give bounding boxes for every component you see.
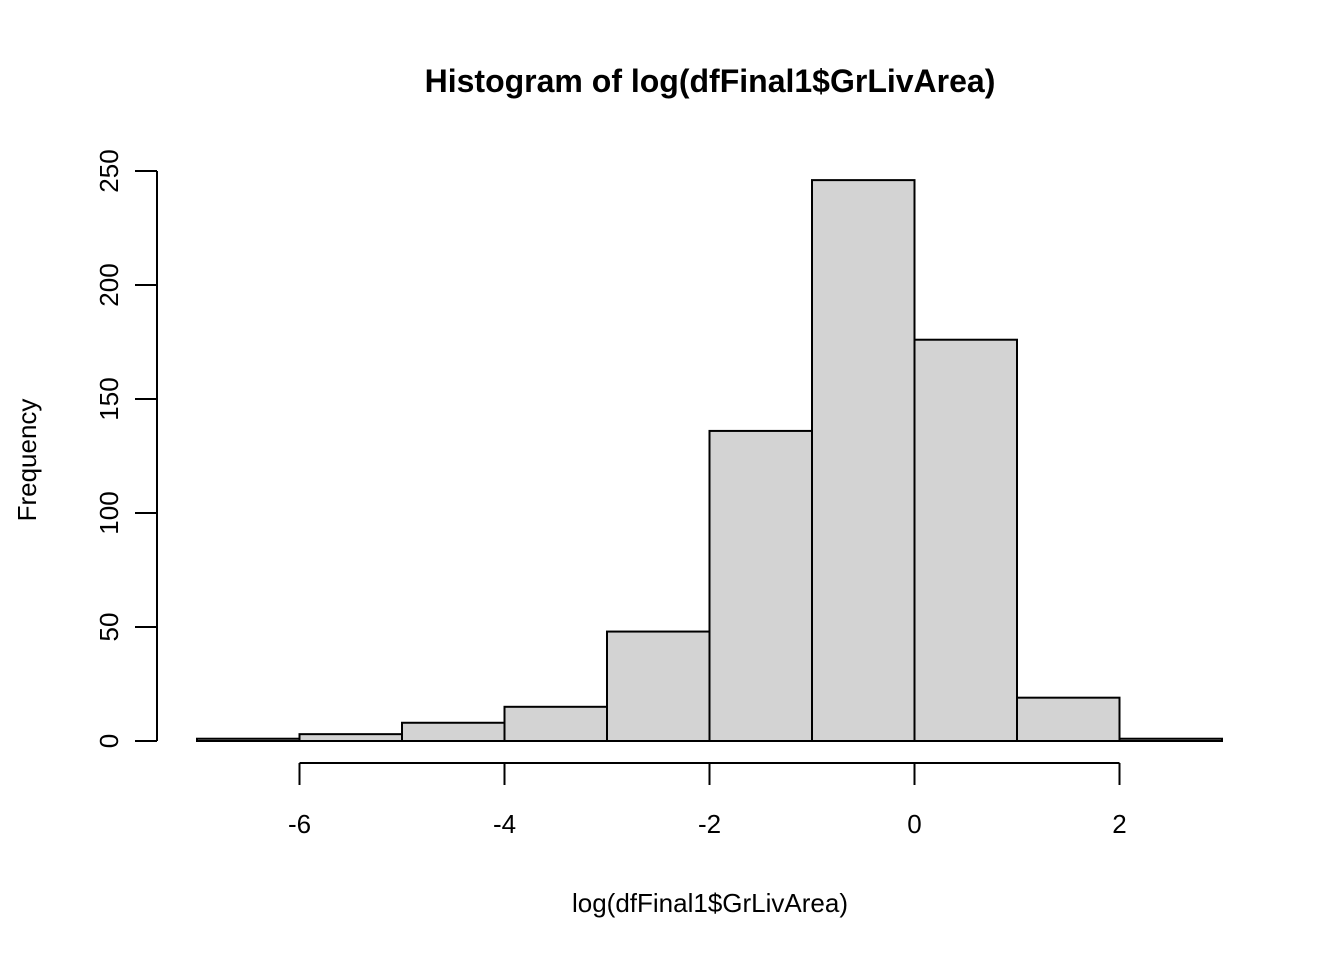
histogram-bar-3 — [503, 705, 608, 742]
y-tick-label: 100 — [94, 491, 124, 534]
histogram-bar-2 — [401, 721, 506, 743]
y-axis: 0 50 100 150 200 250 — [94, 149, 158, 748]
histogram-bar-9 — [1118, 737, 1223, 742]
x-tick-label: -4 — [493, 809, 516, 839]
histogram-bar-0 — [196, 737, 301, 742]
histogram-bar-5 — [708, 429, 813, 742]
histogram-bar-7 — [913, 338, 1018, 742]
x-axis-label: log(dfFinal1$GrLivArea) — [572, 888, 848, 918]
x-tick-label: 0 — [907, 809, 921, 839]
bars-layer — [196, 179, 1223, 743]
y-axis-label: Frequency — [12, 399, 42, 522]
histogram-bar-1 — [298, 733, 403, 742]
y-tick-label: 200 — [94, 263, 124, 306]
histogram-bar-4 — [606, 630, 711, 742]
y-tick-label: 150 — [94, 377, 124, 420]
y-tick-label: 250 — [94, 149, 124, 192]
chart-title: Histogram of log(dfFinal1$GrLivArea) — [425, 63, 996, 99]
x-axis: -6 -4 -2 0 2 — [288, 762, 1127, 839]
x-tick-label: -2 — [698, 809, 721, 839]
x-tick-label: -6 — [288, 809, 311, 839]
y-tick-label: 0 — [94, 734, 124, 748]
histogram-bar-8 — [1016, 696, 1121, 742]
y-tick-label: 50 — [94, 613, 124, 642]
histogram-bar-6 — [811, 179, 916, 742]
x-tick-label: 2 — [1112, 809, 1126, 839]
